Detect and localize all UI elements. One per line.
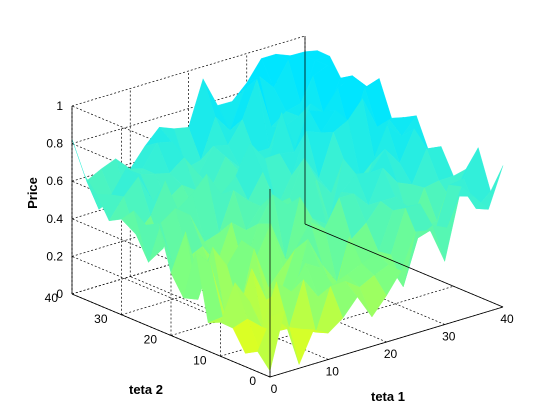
surface bbox=[71, 50, 504, 372]
axis-edge bbox=[269, 306, 504, 378]
surface-patch bbox=[286, 326, 314, 366]
z-tick-label: 0.6 bbox=[46, 174, 63, 188]
axes-box bbox=[71, 36, 504, 378]
z-axis-label: Price bbox=[25, 177, 40, 209]
x-tick-label: 20 bbox=[384, 347, 398, 361]
y-axis-label: teta 2 bbox=[129, 382, 163, 397]
y-tick-label: 30 bbox=[94, 312, 108, 326]
y-tick-label: 40 bbox=[45, 291, 59, 305]
y-tick-label: 20 bbox=[144, 333, 158, 347]
z-tick-label: 0.8 bbox=[46, 137, 63, 151]
z-tick-label: 0 bbox=[56, 287, 63, 301]
axis-edge bbox=[304, 223, 504, 308]
y-tick-label: 10 bbox=[193, 353, 207, 367]
x-axis-label: teta 1 bbox=[371, 389, 405, 404]
surface-patch bbox=[257, 310, 285, 372]
x-tick-label: 0 bbox=[271, 382, 278, 396]
z-tick-label: 0.2 bbox=[46, 249, 63, 263]
x-tick-label: 10 bbox=[326, 365, 340, 379]
grid-line bbox=[71, 73, 306, 144]
x-tick-label: 40 bbox=[500, 312, 514, 326]
y-tick-label: 0 bbox=[249, 374, 256, 388]
z-tick-label: 0.4 bbox=[46, 212, 63, 226]
grid-line bbox=[71, 35, 306, 107]
z-tick-label: 1 bbox=[56, 99, 63, 113]
axis-edge bbox=[71, 293, 271, 378]
x-tick-label: 30 bbox=[442, 330, 456, 344]
